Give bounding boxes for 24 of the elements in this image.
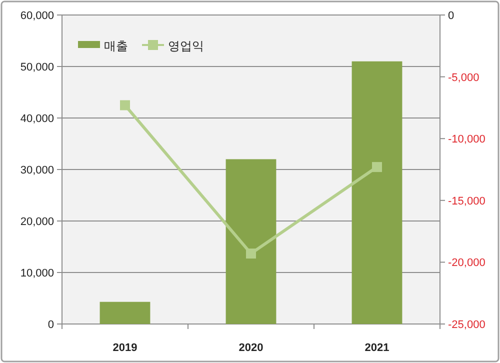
y2-tick-label: -25,000 xyxy=(448,319,486,331)
bar xyxy=(100,302,150,324)
y-tick-label: 40,000 xyxy=(20,113,54,125)
y-tick-label: 10,000 xyxy=(20,268,54,280)
y2-tick-label: -20,000 xyxy=(448,257,486,270)
point xyxy=(246,248,256,259)
y-tick-label: 20,000 xyxy=(20,216,54,228)
y2-tick-label: 0 xyxy=(448,10,454,22)
x-tick-label: 2020 xyxy=(238,342,264,354)
bar xyxy=(226,159,276,324)
y2-tick-label: -5,000 xyxy=(448,72,480,84)
y2-tick-label: -15,000 xyxy=(448,195,486,208)
y-tick-label: 0 xyxy=(48,319,54,331)
legend-label: 매출 xyxy=(104,39,128,53)
y-tick-label: 50,000 xyxy=(20,62,54,74)
bar xyxy=(352,61,402,324)
point xyxy=(120,100,130,110)
x-tick-label: 2019 xyxy=(112,342,138,354)
y-tick-label: 30,000 xyxy=(20,164,54,176)
x-tick-label: 2021 xyxy=(364,342,390,354)
y2-tick-label: -10,000 xyxy=(448,134,486,146)
y-tick-label: 60,000 xyxy=(20,10,54,22)
legend-label: 영업익 xyxy=(168,39,204,53)
point xyxy=(372,162,382,172)
